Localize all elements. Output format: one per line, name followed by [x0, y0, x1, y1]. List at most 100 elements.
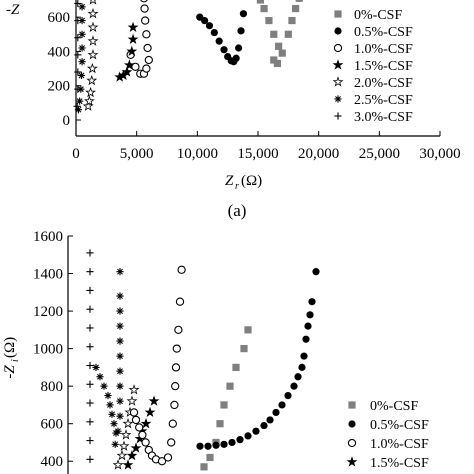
data-point: [196, 442, 204, 450]
data-point: [135, 423, 144, 432]
legend-label: 0.5%-CSF: [354, 25, 413, 40]
x-tick-label: 25,000: [359, 146, 400, 162]
data-point: [306, 311, 314, 319]
data-point: [78, 3, 86, 11]
legend-marker: [348, 420, 356, 428]
data-point: [143, 43, 152, 53]
legend-item-3-0-csf: 3.0%-CSF: [334, 110, 413, 125]
chart-a-x-axis-label: Z: [225, 173, 234, 189]
series-a-0-csf: [256, 0, 303, 68]
data-point: [74, 0, 82, 8]
legend-label: 2.5%-CSF: [354, 93, 413, 108]
data-point: [116, 352, 124, 360]
y-tick-label: 800: [41, 379, 64, 395]
data-point: [295, 0, 303, 2]
data-point: [74, 51, 82, 59]
data-point: [87, 35, 99, 46]
data-point: [138, 430, 147, 440]
chart-b: 400 600 800 1000 1200 1400 1600 -Z i (Ω) 0%-CS…: [2, 229, 429, 474]
data-point: [116, 322, 124, 330]
data-point: [292, 4, 300, 13]
series-a-2-0-csf: [82, 0, 99, 111]
series-a-1-5-csf: [114, 21, 139, 82]
chart-b-y-axis-title: -Z i (Ω): [2, 337, 21, 379]
x-tick-label: 0: [72, 146, 80, 162]
data-point: [86, 324, 94, 332]
y-tick-label: 600: [48, 10, 71, 26]
data-point: [116, 292, 124, 300]
data-point: [77, 71, 86, 80]
x-tick-label: 20,000: [298, 146, 339, 162]
y-tick-label: 1200: [33, 304, 63, 320]
chart-b-y-axis-label: -Z: [2, 365, 18, 379]
legend-item-0-csf: 0%-CSF: [334, 8, 402, 23]
data-point: [114, 427, 122, 435]
data-point: [265, 16, 273, 25]
data-point: [201, 16, 209, 25]
data-point: [167, 438, 176, 447]
data-point: [111, 440, 119, 448]
data-point: [157, 457, 167, 466]
data-point: [204, 442, 212, 450]
data-point: [236, 436, 244, 444]
data-point: [210, 28, 218, 37]
legend-item-1-5-csf: 1.5%-CSF: [346, 456, 429, 471]
legend-item-0-5-csf: 0.5%-CSF: [334, 25, 413, 40]
data-point: [86, 62, 98, 74]
data-point: [74, 16, 82, 25]
chart-b-y-axis-unit: (Ω): [2, 337, 18, 358]
data-point: [127, 33, 139, 45]
legend-marker: [346, 456, 358, 467]
data-point: [142, 30, 151, 39]
data-point: [120, 429, 132, 440]
legend-item-2-5-csf: 2.5%-CSF: [334, 93, 413, 108]
data-point: [205, 22, 214, 30]
data-point: [206, 453, 214, 462]
data-point: [78, 58, 86, 66]
data-point: [234, 44, 243, 52]
data-point: [232, 54, 240, 62]
legend-label: 1.0%-CSF: [370, 437, 429, 452]
chart-b-plot-area: [86, 249, 320, 471]
legend-marker: [332, 76, 344, 87]
series-b-3-0-csf: [86, 249, 94, 463]
data-point: [112, 459, 124, 470]
data-point: [116, 412, 124, 420]
x-tick-label: 10,000: [177, 146, 218, 162]
data-point: [86, 455, 94, 463]
data-point: [87, 21, 99, 33]
data-point: [86, 418, 94, 426]
data-point: [118, 440, 130, 451]
data-point: [272, 408, 280, 417]
data-point: [290, 382, 298, 390]
legend-marker: [348, 401, 356, 409]
data-point: [163, 453, 173, 462]
data-point: [237, 27, 245, 35]
data-point: [122, 459, 134, 470]
data-point: [294, 373, 302, 381]
chart-b-y-axis-label-sub: i: [10, 359, 21, 362]
chart-a-x-axis-title: Z r (Ω): [225, 173, 262, 192]
data-point: [86, 305, 94, 313]
data-point: [130, 442, 142, 453]
legend-marker: [334, 112, 342, 120]
chart-a: 0 5,000 10,000 15,000 20,000 25,000 30,000 0 20…: [6, 0, 461, 192]
data-point: [239, 10, 248, 18]
data-point: [83, 95, 95, 106]
data-point: [278, 49, 286, 57]
data-point: [270, 56, 278, 64]
data-point: [87, 49, 99, 60]
data-point: [116, 382, 124, 390]
legend-marker: [332, 59, 344, 70]
data-point: [127, 21, 139, 33]
data-point: [78, 44, 86, 52]
chart-a-legend: 0%-CSF 0.5%-CSF 1.0%-CSF 1.5%-CSF 2.0%-CSF 2.…: [332, 8, 413, 125]
legend-label: 1.5%-CSF: [370, 456, 429, 471]
series-b-1-0-csf: [129, 265, 186, 466]
data-point: [89, 0, 97, 5]
series-a-0-5-csf: [196, 10, 248, 66]
data-point: [212, 441, 220, 449]
legend-item-1-0-csf: 1.0%-CSF: [333, 42, 413, 57]
data-point: [260, 421, 268, 430]
y-tick-label: 1600: [33, 229, 63, 245]
